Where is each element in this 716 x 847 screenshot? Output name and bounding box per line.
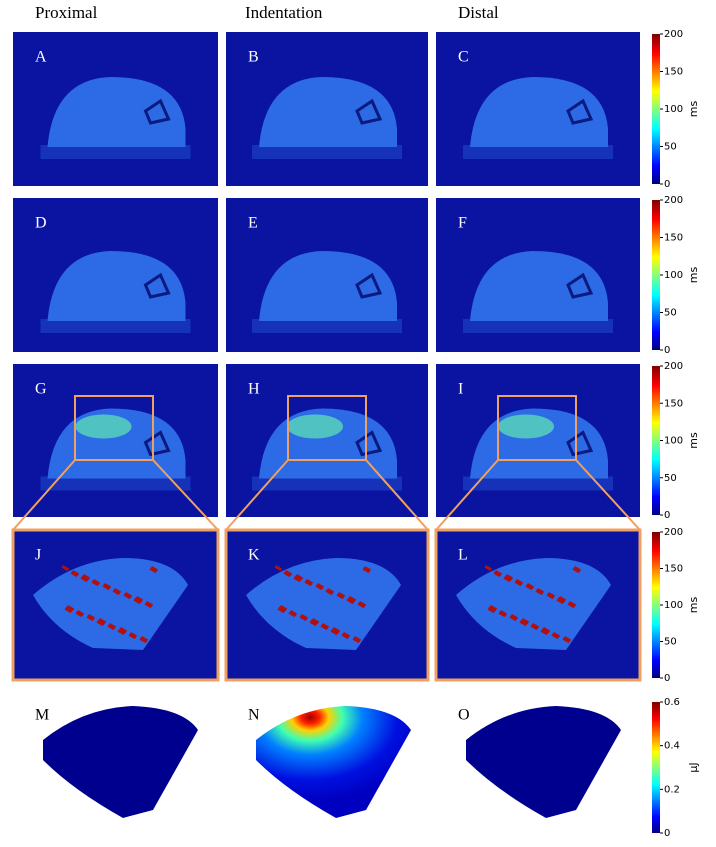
panel-label: O [458,707,470,724]
speckle [41,477,191,491]
colorbar-tick-label: 0 [664,179,670,190]
colorbar-tick-label: 0 [664,828,670,839]
colorbar-tick-label: 0 [664,673,670,684]
colorbar-label: ms [687,432,700,449]
colorbar-tick-label: 0.2 [664,784,680,795]
colorbar-label: ms [687,597,700,614]
colorbar-tick-label: 0.4 [664,741,680,752]
panel-label: J [35,547,41,564]
speckle [463,477,613,491]
colorbar-tick-label: 150 [664,233,683,244]
panel-label: I [458,381,463,398]
speckle [463,145,613,159]
panel-label: G [35,381,47,398]
colorbar-tick-label: 200 [664,29,683,40]
colorbar-label: ms [687,267,700,284]
colorbar-tick-label: 200 [664,361,683,372]
colorbar-tick-label: 50 [664,308,677,319]
figure: Proximal Indentation Distal A B C D E F G H I J K L M N O… [0,0,716,847]
panel-label: F [458,215,467,232]
column-header: Distal [458,3,499,22]
colorbar-tick-label: 50 [664,473,677,484]
colorbar-tick-label: 50 [664,142,677,153]
panel-label: C [458,49,469,66]
colorbar-tick-label: 200 [664,195,683,206]
panel-label: B [248,49,259,66]
colorbar [652,200,660,350]
strain-map [466,706,621,818]
strain-map [43,706,198,818]
speckle [463,319,613,333]
colorbar-tick-label: 100 [664,436,683,447]
colorbar-label: μJ [687,762,700,772]
colorbar-tick-label: 150 [664,67,683,78]
colorbar-tick-label: 200 [664,527,683,538]
panel-label: N [248,707,260,724]
speckle [41,319,191,333]
colorbar-tick-label: 0.6 [664,697,680,708]
colorbar-label: ms [687,101,700,118]
strain-map [256,706,411,818]
colorbar [652,702,660,833]
panel-label: D [35,215,47,232]
panel-label: M [35,707,49,724]
colorbar-tick-label: 150 [664,564,683,575]
colorbar-tick-label: 100 [664,270,683,281]
colorbar-tick-label: 150 [664,398,683,409]
column-header: Proximal [35,3,98,22]
colorbar-tick-label: 100 [664,600,683,611]
colorbar [652,532,660,678]
hotspot [76,415,132,439]
speckle [252,477,402,491]
panel-label: A [35,49,47,66]
speckle [252,319,402,333]
colorbar-tick-label: 0 [664,345,670,356]
panel-label: K [248,547,260,564]
panel-label: L [458,547,468,564]
colorbar [652,366,660,515]
hotspot [498,415,554,439]
colorbar [652,34,660,184]
speckle [41,145,191,159]
colorbar-tick-label: 0 [664,510,670,521]
hotspot [287,415,343,439]
column-header: Indentation [245,3,323,22]
panel-label: E [248,215,258,232]
colorbar-tick-label: 100 [664,104,683,115]
panel-label: H [248,381,260,398]
colorbar-tick-label: 50 [664,637,677,648]
speckle [252,145,402,159]
